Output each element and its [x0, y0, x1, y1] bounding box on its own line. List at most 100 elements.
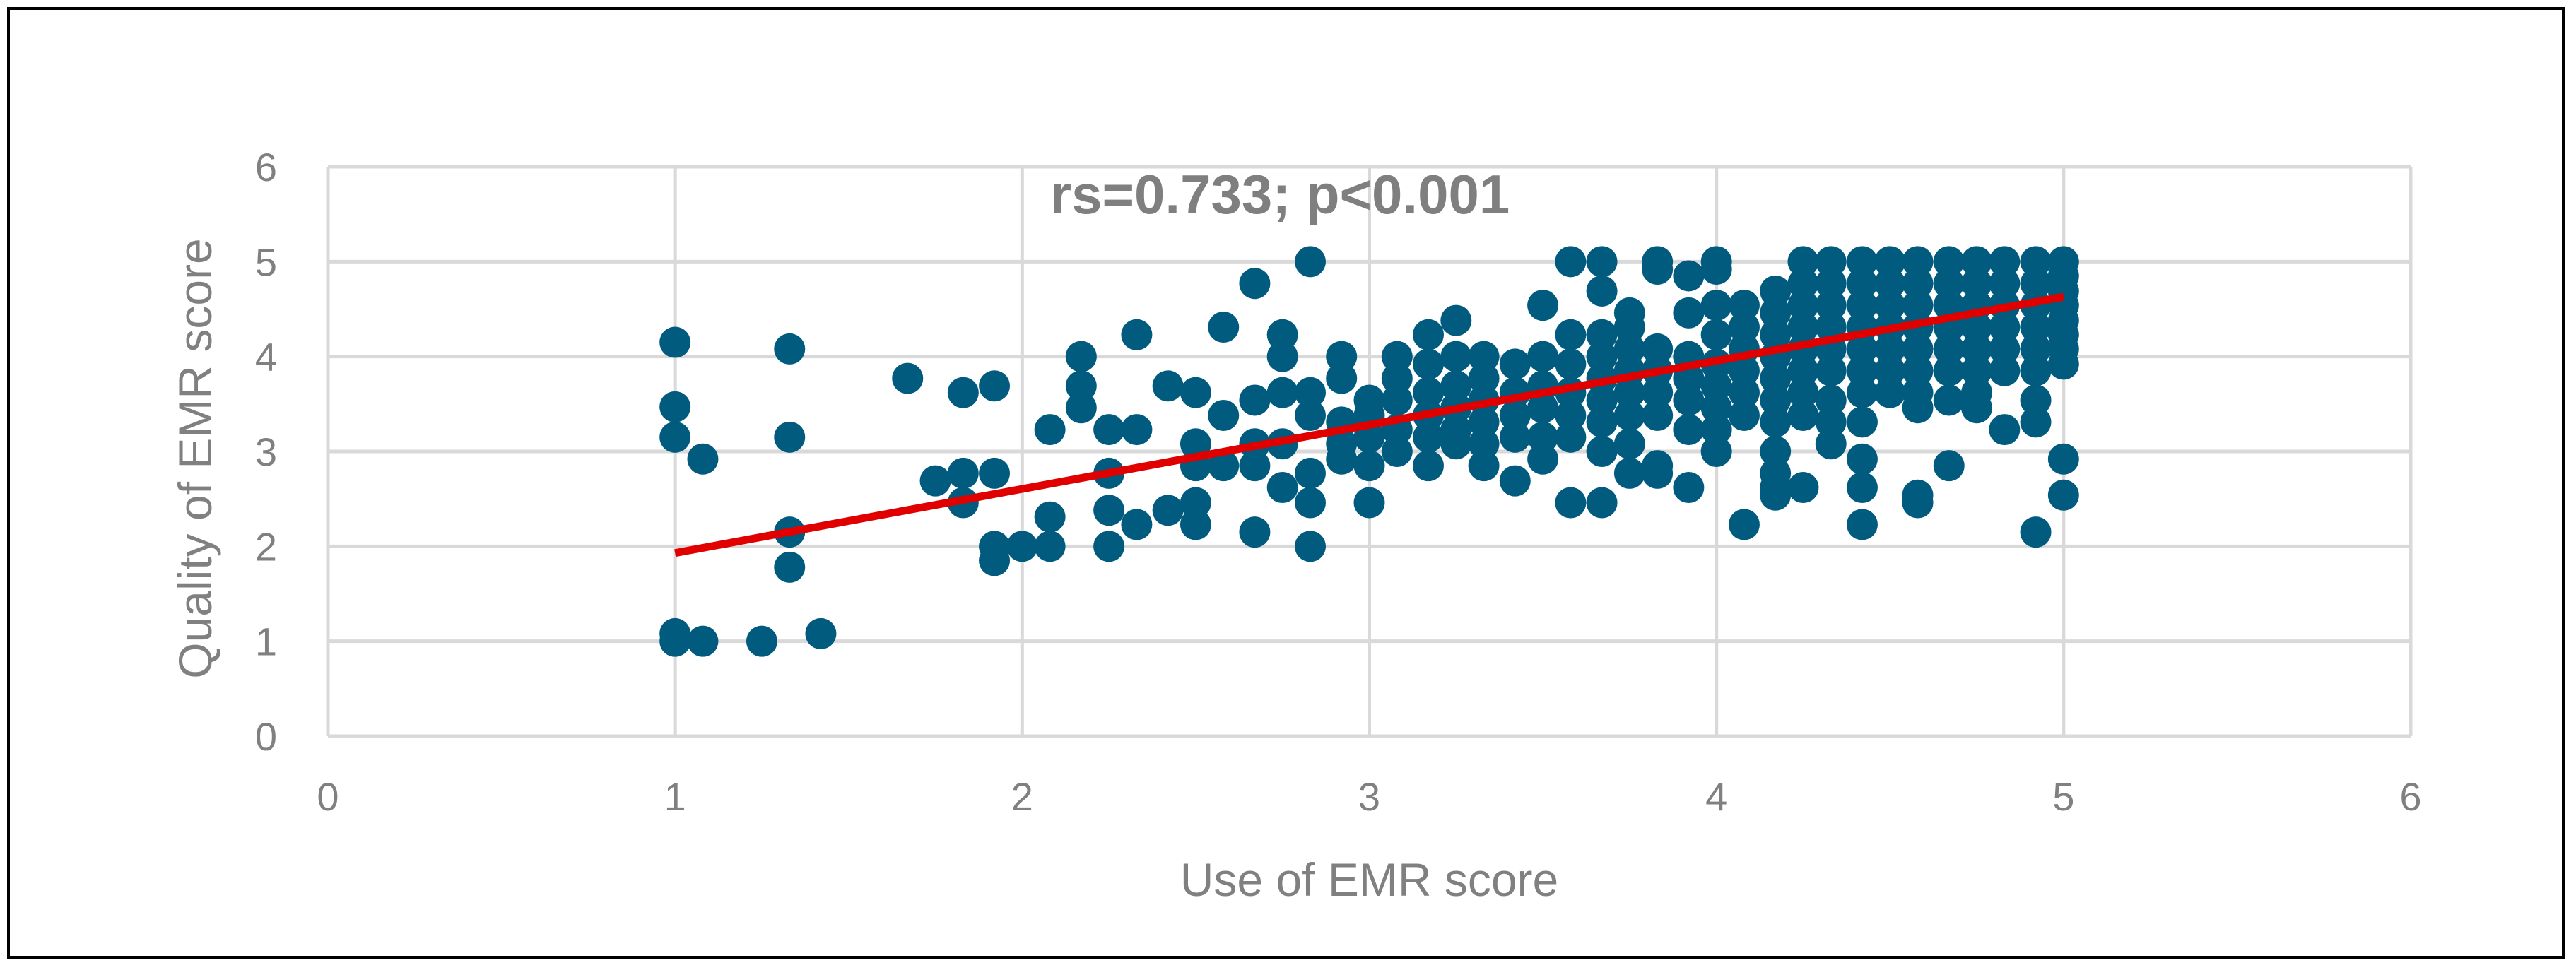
data-point — [1700, 414, 1732, 446]
data-point — [1353, 450, 1385, 482]
data-point — [1586, 384, 1618, 416]
data-point — [1412, 348, 1444, 380]
data-point — [2020, 312, 2052, 343]
data-point — [1874, 377, 1906, 408]
x-axis-title: Use of EMR score — [1180, 853, 1558, 906]
data-point — [1555, 246, 1587, 278]
data-point — [1787, 399, 1819, 431]
data-point — [1846, 443, 1878, 475]
data-point — [1673, 260, 1705, 292]
data-point — [1613, 399, 1645, 431]
data-point — [2020, 333, 2052, 365]
data-point — [1815, 406, 1847, 438]
data-point — [1989, 333, 2021, 365]
data-point — [1728, 399, 1760, 431]
data-point — [1295, 399, 1327, 431]
data-point — [1527, 290, 1559, 321]
data-point — [1846, 246, 1878, 278]
data-point — [1846, 268, 1878, 300]
data-point — [1586, 275, 1618, 307]
data-point — [2020, 268, 2052, 300]
data-point — [1121, 319, 1153, 350]
data-point — [1642, 457, 1674, 489]
data-point — [1700, 319, 1732, 350]
data-point — [687, 625, 719, 657]
tick-labels: 0 1 2 3 4 5 6 0 1 2 3 4 5 6 — [255, 145, 2422, 819]
data-point — [1412, 377, 1444, 408]
data-point — [1874, 333, 1906, 365]
data-point — [2020, 406, 2052, 438]
data-point — [1846, 509, 1878, 540]
data-point — [1468, 428, 1500, 460]
data-point — [1728, 312, 1760, 343]
data-point — [947, 377, 979, 408]
data-point — [1961, 355, 1993, 386]
data-point — [1760, 436, 1792, 467]
data-point — [1933, 450, 1965, 482]
data-point — [2020, 516, 2052, 548]
y-tick-label: 4 — [255, 335, 277, 379]
data-point — [1440, 370, 1472, 402]
x-tick-label: 6 — [2399, 774, 2421, 819]
data-point — [687, 443, 719, 475]
data-point — [1527, 341, 1559, 372]
data-point — [1846, 406, 1878, 438]
data-point — [1700, 254, 1732, 285]
data-point — [1180, 487, 1211, 519]
data-point — [1499, 421, 1531, 453]
data-point — [1353, 487, 1385, 519]
data-point — [1065, 341, 1097, 372]
data-point — [1239, 268, 1271, 300]
data-point — [774, 333, 806, 365]
data-point — [1760, 479, 1792, 511]
x-tick-label: 5 — [2052, 774, 2074, 819]
data-point — [1326, 341, 1358, 372]
data-point — [1902, 392, 1934, 424]
data-point — [1642, 399, 1674, 431]
data-point — [1006, 531, 1038, 562]
data-point — [1412, 319, 1444, 350]
data-point — [1815, 384, 1847, 416]
data-point — [774, 421, 806, 453]
data-point — [805, 617, 837, 649]
data-point — [2020, 355, 2052, 386]
data-point — [1989, 414, 2021, 446]
data-point — [1468, 406, 1500, 438]
data-point — [1787, 472, 1819, 504]
data-point — [1815, 290, 1847, 321]
data-point — [1728, 377, 1760, 408]
data-point — [1555, 421, 1587, 453]
data-point — [1295, 457, 1327, 489]
data-point — [1673, 297, 1705, 329]
data-point — [1093, 495, 1125, 526]
data-point — [1555, 319, 1587, 350]
data-point — [1266, 377, 1298, 408]
data-point — [1902, 333, 1934, 365]
data-point — [1381, 362, 1413, 394]
data-point — [1673, 472, 1705, 504]
data-point — [1760, 384, 1792, 416]
data-point — [1961, 312, 1993, 343]
data-point — [1787, 377, 1819, 408]
data-point — [1613, 377, 1645, 408]
data-point — [1902, 290, 1934, 321]
data-point — [1787, 246, 1819, 278]
data-point — [1555, 348, 1587, 380]
data-point — [1815, 428, 1847, 460]
data-point — [1728, 509, 1760, 540]
trendline-layer — [674, 292, 2064, 557]
chart-frame: 0 1 2 3 4 5 6 0 1 2 3 4 5 6 rs=0.733; p<0.001 Use of … — [7, 7, 2565, 959]
data-point — [2047, 479, 2079, 511]
data-point — [746, 625, 777, 657]
data-point — [1874, 268, 1906, 300]
data-point — [1613, 312, 1645, 343]
data-point — [1152, 495, 1184, 526]
scatter-chart: 0 1 2 3 4 5 6 0 1 2 3 4 5 6 rs=0.733; p<0.001 Use of … — [169, 145, 2422, 906]
data-point — [1613, 457, 1645, 489]
data-point — [1760, 275, 1792, 307]
data-point — [1034, 531, 1066, 562]
data-point — [1381, 384, 1413, 416]
data-point — [1642, 377, 1674, 408]
x-tick-label: 3 — [1358, 774, 1380, 819]
data-point — [1989, 355, 2021, 386]
